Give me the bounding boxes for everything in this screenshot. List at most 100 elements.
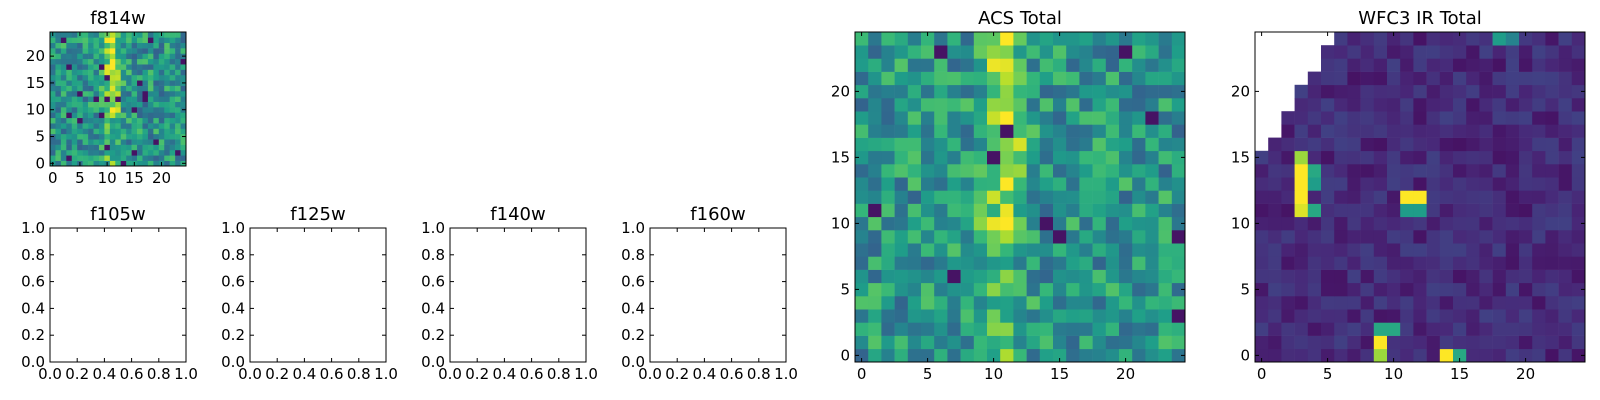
heatmap-cell <box>1145 98 1159 112</box>
heatmap-cell <box>137 64 143 70</box>
heatmap-cell <box>894 45 909 59</box>
panel-title: f105w <box>90 204 145 225</box>
heatmap-cell <box>1092 230 1107 244</box>
heatmap-cell <box>947 164 961 178</box>
heatmap-cell <box>1079 335 1093 350</box>
heatmap-cell <box>1092 137 1107 152</box>
heatmap-cell <box>1347 269 1361 284</box>
heatmap-cell <box>120 133 127 140</box>
heatmap-cell <box>158 117 165 124</box>
heatmap-cell <box>1373 296 1388 310</box>
heatmap-cell <box>1347 309 1361 323</box>
heatmap-cell <box>1558 322 1573 336</box>
heatmap-cell <box>131 48 138 54</box>
heatmap-cell <box>115 128 122 135</box>
heatmap-cell <box>1466 84 1480 99</box>
heatmap-cell <box>1373 98 1388 112</box>
heatmap-cell <box>1255 269 1269 284</box>
heatmap-cell <box>1439 124 1454 138</box>
heatmap-cell <box>66 133 73 140</box>
panel-f160w: f160w 0.0 0.2 0.4 0.6 0.8 1.0 0.00.20.40.60.8… <box>621 204 798 383</box>
heatmap-cell <box>1360 256 1375 270</box>
heatmap-cell <box>1387 282 1401 297</box>
heatmap-cell <box>1307 124 1322 138</box>
heatmap-cell <box>1479 282 1493 297</box>
heatmap-cell <box>1492 58 1507 72</box>
heatmap-cell <box>1426 282 1441 297</box>
heatmap-cell <box>153 80 160 86</box>
heatmap-cell <box>82 144 89 151</box>
heatmap-cell <box>1334 296 1348 310</box>
heatmap-cell <box>1334 137 1348 152</box>
heatmap-cell <box>55 107 62 113</box>
panel-title: f125w <box>290 204 345 225</box>
heatmap-cell <box>1479 190 1493 204</box>
heatmap-cell <box>894 137 909 152</box>
heatmap-cell <box>164 32 170 38</box>
heatmap-cell <box>66 149 73 156</box>
heatmap-cell <box>1505 216 1520 231</box>
heatmap-cell <box>109 133 116 140</box>
heatmap-cell <box>881 296 895 310</box>
heatmap-cell <box>1400 58 1414 72</box>
heatmap-cell <box>142 64 149 70</box>
heatmap-cell <box>1092 98 1107 112</box>
heatmap-cell <box>55 139 62 145</box>
heatmap-cell <box>126 139 132 145</box>
heatmap-cell <box>1373 230 1388 244</box>
heatmap-cell <box>1532 348 1546 363</box>
heatmap-cell <box>158 53 165 60</box>
heatmap-cell <box>1255 164 1269 178</box>
heatmap-cell <box>1119 98 1133 112</box>
heatmap-cell <box>921 348 935 363</box>
heatmap-cell <box>137 48 143 54</box>
heatmap-cell <box>153 139 160 145</box>
heatmap-cell <box>126 48 132 54</box>
heatmap-cell <box>1321 98 1335 112</box>
heatmap-cell <box>934 58 948 72</box>
heatmap-cell <box>77 69 83 76</box>
heatmap-cell <box>1079 32 1093 46</box>
heatmap-cell <box>1171 177 1186 191</box>
heatmap-cell <box>947 98 961 112</box>
heatmap-cell <box>1505 243 1520 257</box>
heatmap-cell <box>1558 164 1573 178</box>
heatmap-cell <box>1039 150 1054 165</box>
heatmap-cell <box>987 296 1001 310</box>
heatmap-cell <box>180 85 187 92</box>
heatmap-cell <box>158 58 165 65</box>
heatmap-cell <box>1321 335 1335 350</box>
x-tick-label: 1.0 <box>174 365 198 383</box>
heatmap-cell <box>153 37 160 44</box>
heatmap-cell <box>1413 296 1427 310</box>
y-tick-label: 10 <box>26 101 45 119</box>
heatmap-cell <box>137 90 143 97</box>
heatmap-cell <box>104 155 111 161</box>
heatmap-cell <box>115 144 122 151</box>
heatmap-cell <box>88 85 94 92</box>
heatmap-cell <box>1092 58 1107 72</box>
heatmap-cell <box>1105 111 1120 125</box>
heatmap-cell <box>1466 230 1480 244</box>
plot-frame <box>49 31 187 167</box>
heatmap-cell <box>60 69 67 76</box>
heatmap-cell <box>1360 296 1375 310</box>
heatmap-cell <box>1532 98 1546 112</box>
heatmap-cell <box>1571 335 1586 350</box>
heatmap-cell <box>104 53 111 60</box>
heatmap-cell <box>1519 98 1533 112</box>
x-tick-label: 0.0 <box>38 365 62 383</box>
heatmap-cell <box>868 150 882 165</box>
heatmap-cell <box>1092 309 1107 323</box>
heatmap-cell <box>1453 150 1467 165</box>
heatmap-cell <box>960 322 975 336</box>
heatmap-cell <box>55 128 62 135</box>
heatmap-cell <box>1053 137 1067 152</box>
heatmap-cell <box>921 32 935 46</box>
heatmap-cell <box>164 101 170 108</box>
heatmap-cell <box>1532 45 1546 59</box>
heatmap-cell <box>109 90 116 97</box>
heatmap-cell <box>1039 243 1054 257</box>
heatmap-cell <box>1426 137 1441 152</box>
heatmap-cell <box>1145 58 1159 72</box>
